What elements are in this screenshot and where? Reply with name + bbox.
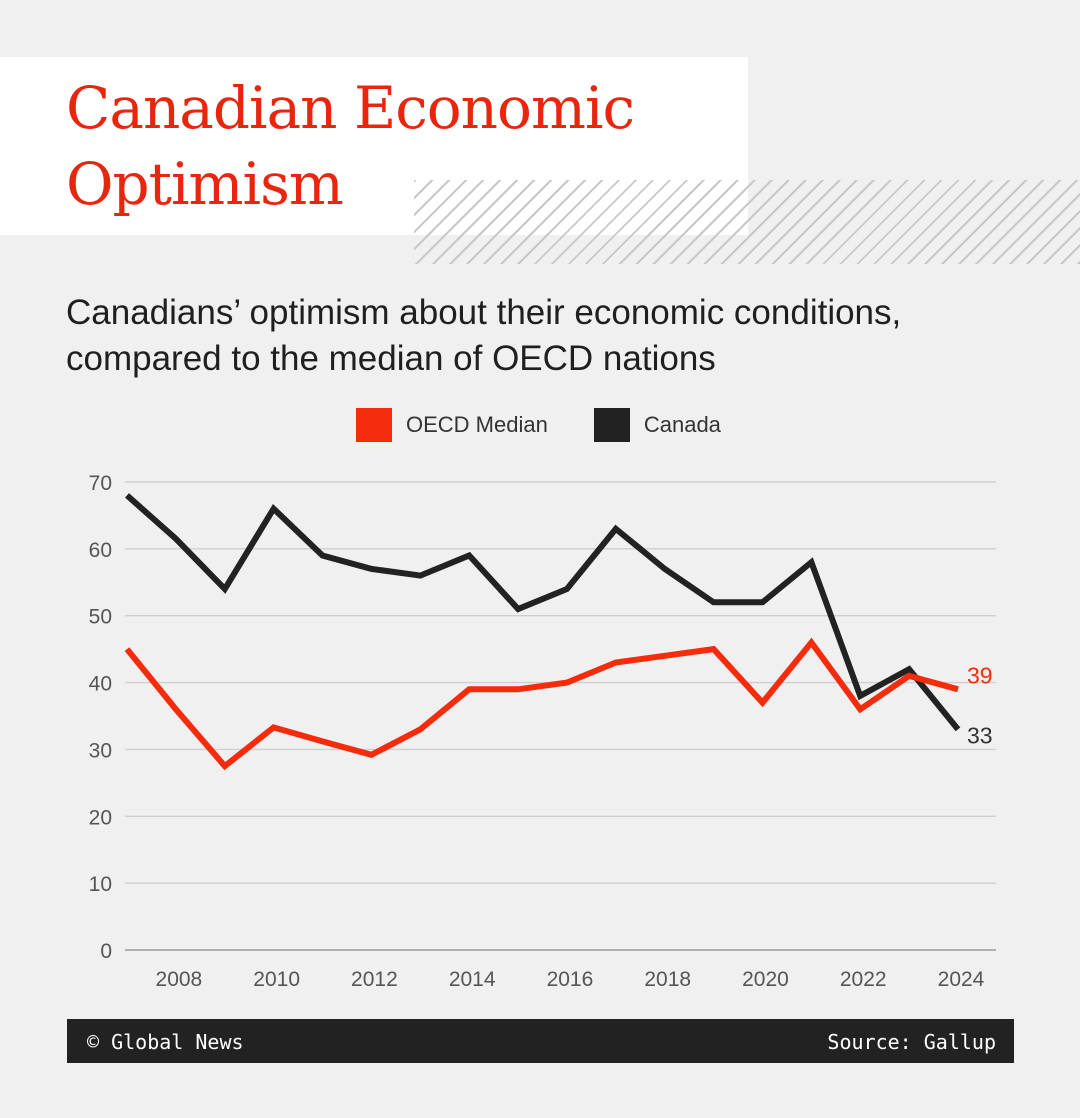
x-tick-label-2024: 2024 (938, 968, 985, 991)
legend-item-canada: Canada (593, 408, 721, 442)
end-label-oecd-median: 39 (967, 662, 993, 688)
y-tick-label-60: 60 (89, 539, 112, 562)
series-line-oecd-median (124, 637, 959, 771)
footer-source: Source: Gallup (827, 1030, 996, 1054)
legend-label-oecd: OECD Median (406, 412, 548, 437)
x-tick-label-2012: 2012 (351, 968, 398, 991)
page-title: Canadian Economic Optimism (66, 74, 635, 218)
x-tick-label-2018: 2018 (644, 968, 691, 991)
y-tick-label-40: 40 (89, 673, 112, 696)
y-tick-label-0: 0 (100, 940, 112, 963)
x-tick-label-2016: 2016 (547, 968, 594, 991)
legend-label-canada: Canada (643, 412, 721, 437)
legend-swatch-canada (593, 408, 630, 442)
y-tick-label-10: 10 (89, 873, 112, 896)
legend-item-oecd: OECD Median (356, 408, 548, 442)
x-tick-label-2022: 2022 (840, 968, 887, 991)
footer-bar: © Global News Source: Gallup (67, 1019, 1014, 1063)
line-chart: 0 10 20 30 40 50 60 70 2008 2010 2012 2014 2016 2018 2… (89, 472, 996, 991)
series-line-canada (125, 493, 961, 732)
x-tick-label-2010: 2010 (253, 968, 300, 991)
y-tick-label-70: 70 (89, 472, 112, 495)
x-tick-label-2014: 2014 (449, 968, 496, 991)
y-tick-label-50: 50 (89, 606, 112, 629)
chart-subtitle: Canadians’ optimism about their economic… (66, 293, 902, 378)
footer-credit: © Global News (87, 1030, 244, 1054)
x-tick-label-2020: 2020 (742, 968, 789, 991)
end-label-canada: 33 (967, 722, 993, 748)
chart-legend: OECD Median Canada (356, 408, 767, 442)
x-tick-label-2008: 2008 (156, 968, 203, 991)
y-tick-label-30: 30 (89, 739, 112, 762)
decorative-hatch (414, 180, 1080, 264)
legend-swatch-oecd (356, 408, 392, 442)
y-tick-label-20: 20 (89, 806, 112, 829)
